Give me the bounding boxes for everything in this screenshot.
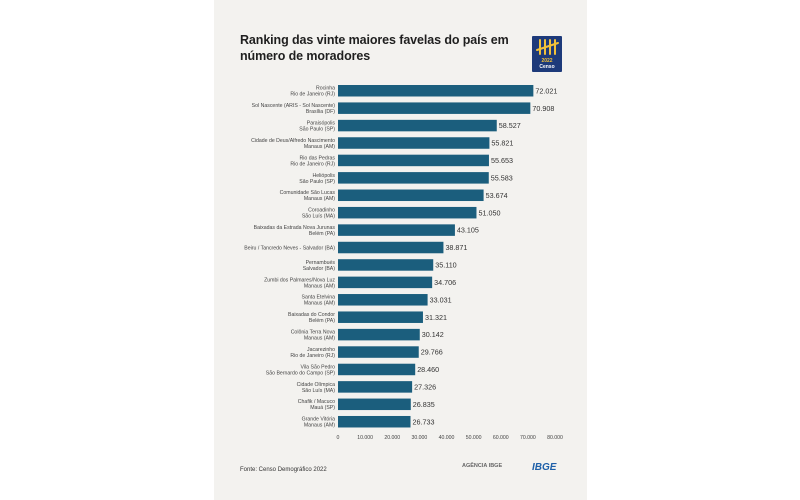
value-label: 51.050 [478,208,500,217]
value-labels-layer: 72.021 70.908 58.527 55.821 55.653 55.583 53.6… [413,86,558,426]
value-label: 58.527 [499,121,521,130]
value-label: 53.674 [486,191,508,200]
value-label: 31.321 [425,313,447,322]
x-tick-label: 0 [337,435,340,441]
value-label: 26.835 [413,400,435,409]
bar [338,119,497,132]
bar [338,85,534,97]
bar [338,398,411,411]
category-label: Zumbi dos Palmares/Nova Luz Manaus (AM) [264,277,335,289]
bar [338,311,423,323]
bar [338,189,484,202]
agencia-ibge-logo: AGÊNCIA IBGE [462,463,503,469]
bar [338,137,490,149]
censo-2022-logo: 2022 Censo [532,36,562,72]
ibge-logo: IBGE [532,462,557,473]
category-label: Cidade Olímpica São Luís (MA) [297,382,336,394]
bar [338,381,413,393]
bar [338,224,455,236]
value-label: 34.706 [434,278,456,287]
bars-layer [338,85,534,428]
x-tick-label: 10.000 [357,435,373,441]
category-label: Beiru / Tancredo Neves - Salvador (BA) [244,245,335,251]
x-tick-label: 20.000 [384,435,400,441]
bar [338,415,411,428]
category-label: Heliópolis São Paulo (SP) [299,173,335,185]
logo-text: Censo [539,64,555,70]
category-label: Baixadas da Estrada Nova Jurunas Belém (P… [254,225,336,237]
value-label: 35.110 [435,261,456,270]
x-tick-label: 70.000 [520,435,536,441]
category-label: Sol Nascente (ARIS - Sol Nascente) Brasíl… [252,103,336,115]
x-tick-label: 60.000 [493,435,509,441]
censo-tally-icon [536,39,559,55]
category-label: Santa Etelvina Manaus (AM) [302,295,336,307]
category-label: Pernambués Salvador (BA) [303,260,336,272]
bar [338,241,444,254]
category-label: Cidade de Deus/Alfredo Nascimento Manaus … [251,138,335,150]
category-label: Colônia Terra Nova Manaus (AM) [291,330,336,342]
bar [338,276,433,289]
x-tick-label: 30.000 [411,435,427,441]
value-label: 38.871 [445,243,467,252]
bar [338,294,428,306]
source-note: Fonte: Censo Demográfico 2022 [240,467,327,473]
category-labels-layer: Rocinha Rio de Janeiro (RJ) Sol Nascente (… [244,86,335,429]
category-label: Grande Vitória Manaus (AM) [302,417,336,429]
value-label: 72.021 [535,86,557,95]
value-label: 26.733 [413,417,435,426]
chart-title: Ranking das vinte maiores favelas do paí… [240,33,509,63]
category-label: Coroadinho São Luís (MA) [302,208,335,220]
value-label: 55.653 [491,156,513,165]
bar [338,154,489,167]
value-label: 29.766 [421,348,443,357]
value-label: 55.583 [491,173,513,182]
bar [338,346,419,358]
bar [338,172,489,184]
value-label: 43.105 [457,226,479,235]
logo-year: 2022 [541,58,553,64]
x-tick-label: 80.000 [547,435,563,441]
x-tick-label: 50.000 [466,435,482,441]
value-label: 70.908 [532,104,554,113]
category-label: Jacarezinho Rio de Janeiro (RJ) [290,347,335,359]
value-label: 28.460 [417,365,439,374]
value-label: 55.821 [491,139,513,148]
bar [338,259,434,271]
category-label: Paraisópolis São Paulo (SP) [299,120,335,132]
bar [338,328,420,341]
value-label: 27.326 [414,382,436,391]
bar [338,102,531,114]
bar [338,206,477,219]
category-label: Rocinha Rio de Janeiro (RJ) [290,86,335,98]
category-label: Baixadas do Condor Belém (PA) [288,312,335,324]
x-tick-label: 40.000 [439,435,455,441]
value-label: 30.142 [422,330,444,339]
category-label: Rio das Pedras Rio de Janeiro (RJ) [290,155,335,167]
x-axis-layer: 0 10.000 20.000 30.000 40.000 50.000 60.000 70.… [337,435,563,441]
category-label: Chafik / Macuco Mauá (SP) [298,399,335,411]
bar [338,363,416,376]
category-label: Comunidade São Lucas Manaus (AM) [280,190,336,202]
category-label: Vila São Pedro São Bernardo do Campo (SP) [266,364,335,376]
value-label: 33.031 [430,295,452,304]
